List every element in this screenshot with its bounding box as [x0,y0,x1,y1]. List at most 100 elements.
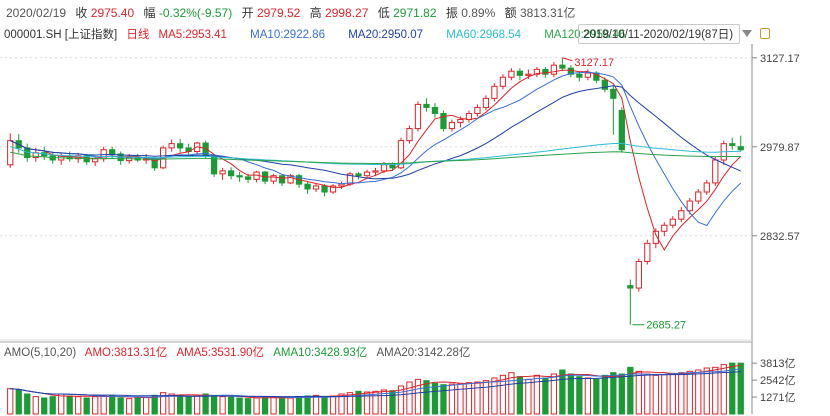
candle-body [321,185,328,193]
candle-body [287,175,294,184]
candle-body [712,159,719,184]
candle-body [542,68,549,75]
volume-bar [652,374,659,415]
volume-bar [58,393,65,415]
candle-body [329,185,337,193]
amount-value: 3813.31亿 [519,6,576,20]
volume-bar [703,367,710,415]
volume-bar [338,393,345,415]
volume-bar [567,373,575,415]
volume-bar [499,374,507,415]
high-value: 2998.27 [325,6,369,20]
volume-bar [550,373,558,415]
volume-bar [712,366,719,415]
ma-legend: 000001.SH [上证指数] 日线 MA5:2953.41 MA10:292… [4,26,631,42]
candle-body [355,173,362,177]
candle-body [236,175,243,178]
volume-bar [253,397,260,415]
price-tick-label: 2979.87 [760,142,800,154]
candle-body [363,171,371,177]
volume-bar [669,372,676,415]
ma60-value: MA60:2968.54 [446,29,522,41]
volume-bar [75,396,82,415]
volume-bar [372,390,379,415]
volume-bar [533,374,541,415]
candle-body [431,106,439,114]
candle-body [508,70,515,78]
price-tick-label: 2832.57 [760,231,800,243]
volume-bar [601,374,608,415]
date-range-selector[interactable] [578,24,740,44]
volume-bar [627,366,634,415]
volume-bar [457,382,464,415]
amo-legend: AMO(5,10,20) AMO:3813.31亿 AMA5:3531.90亿 … [4,344,476,360]
volume-bar [635,370,642,415]
volume-bar [729,362,736,415]
lock-icon[interactable] [760,28,770,39]
candle-body [227,170,235,177]
candle-body [202,142,209,157]
change-label: 幅 [143,6,156,20]
close-value: 2975.40 [90,6,135,20]
dropdown-arrow-icon[interactable] [742,30,752,37]
volume-bar [304,395,311,415]
ma20-line [10,85,742,180]
ama20-value: AMA20:3142.28亿 [376,347,471,359]
low-annotation: 2685.27 [646,320,686,332]
candle-body [627,285,634,289]
volume-bar [440,384,447,415]
candle-body [440,112,447,130]
volume-bar [193,395,201,415]
candle-body [219,170,226,175]
volume-bar [542,377,549,415]
ama5-value: AMA5:3531.90亿 [176,347,265,359]
candle-body [669,218,676,226]
volume-bar [414,378,422,415]
volume-bar [644,373,651,415]
period-label[interactable]: 日线 [126,29,150,41]
volume-bar [610,372,617,415]
volume-tick-label: 2542亿 [760,374,795,387]
candle-body [601,79,608,90]
candle-body [372,170,379,173]
volume-bar [695,369,702,415]
volume-bar [474,381,481,415]
candle-body [457,119,464,124]
volume-bar [261,396,269,415]
volume-bar [686,370,693,415]
volume-bar [287,397,294,415]
candle-body [737,146,744,151]
date-range-text: 2019/10/11-2020/02/19(87日) [583,29,734,41]
volume-bar [321,396,328,415]
high-label: 高 [309,6,322,20]
candle-body [559,64,566,69]
volume-bar [508,372,515,415]
candle-body [397,140,405,169]
volume-bar [295,396,303,415]
ama10-line [10,368,741,399]
volume-bar [7,388,14,415]
volume-bar [185,396,192,415]
candle-body [270,175,277,182]
ma10-line [10,71,742,227]
candle-body [176,143,184,149]
candle-body [678,210,685,220]
candle-body [304,183,311,190]
volume-bar [346,392,354,415]
volume-bar [176,394,184,415]
symbol: 000001.SH [4,29,62,41]
amp-value: 0.89% [461,6,496,20]
amo-title: AMO(5,10,20) [4,347,77,359]
amo-value: AMO:3813.31亿 [84,347,168,359]
ama20-line [10,371,741,398]
volume-bar [32,396,39,415]
volume-bar [49,396,56,415]
candle-body [584,72,591,78]
volume-bar [219,396,226,415]
high-annotation-leader [562,57,573,62]
index-name: [上证指数] [64,29,118,41]
volume-bar [516,376,524,415]
candle-body [635,260,642,289]
volume-bar [83,397,90,415]
